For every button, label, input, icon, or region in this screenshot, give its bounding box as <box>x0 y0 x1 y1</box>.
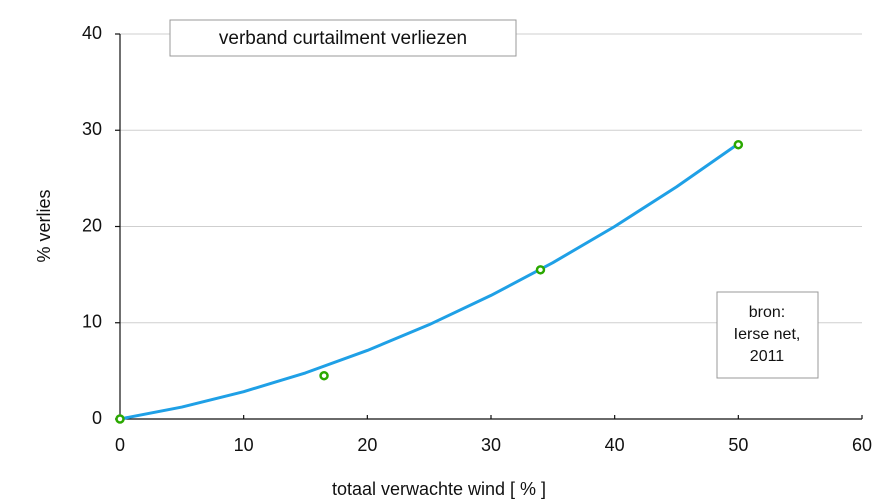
x-tick-label: 10 <box>234 435 254 455</box>
y-axis-label: % verlies <box>34 189 54 262</box>
y-tick-label: 10 <box>82 312 102 332</box>
data-point <box>319 370 329 381</box>
annotation-text: bron: <box>749 304 785 321</box>
data-point <box>535 265 546 275</box>
title-box <box>169 19 517 57</box>
annotation-box <box>716 291 819 379</box>
data-point <box>115 414 125 424</box>
y-tick-label: 30 <box>82 119 102 139</box>
x-tick-label: 0 <box>115 435 125 455</box>
trend-line <box>119 142 740 421</box>
y-tick-label: 20 <box>82 215 102 235</box>
x-tick-label: 30 <box>481 435 501 455</box>
x-tick-label: 50 <box>728 435 748 455</box>
y-tick-label: 40 <box>82 23 102 43</box>
annotation-text: 2011 <box>750 348 785 365</box>
annotation-text: Ierse net, <box>734 326 801 343</box>
x-tick-label: 20 <box>357 435 377 455</box>
y-tick-label: 0 <box>92 408 102 428</box>
data-point <box>733 139 744 150</box>
x-tick-label: 60 <box>852 435 872 455</box>
x-axis-label: totaal verwachte wind [ % ] <box>332 479 546 499</box>
chart-title: verband curtailment verliezen <box>219 28 467 49</box>
x-tick-label: 40 <box>605 435 625 455</box>
